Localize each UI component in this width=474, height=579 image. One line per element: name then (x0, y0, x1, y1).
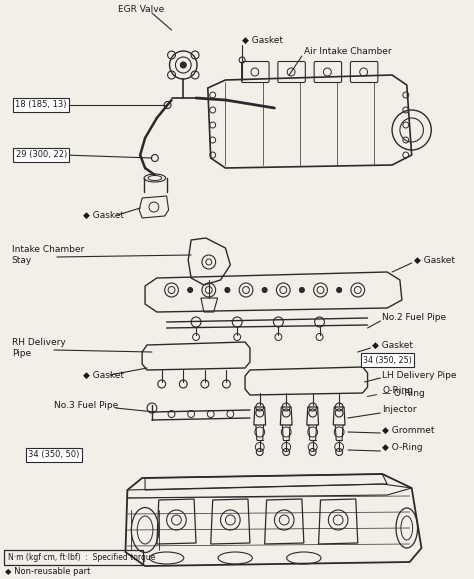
Text: Injector: Injector (382, 405, 417, 415)
Text: ◆ Gasket: ◆ Gasket (373, 340, 413, 350)
Text: ◆ Gasket: ◆ Gasket (414, 255, 455, 265)
Text: EGR Valve: EGR Valve (118, 5, 164, 14)
Circle shape (337, 288, 342, 292)
Circle shape (300, 288, 304, 292)
Text: No.3 Fuel Pipe: No.3 Fuel Pipe (54, 401, 118, 409)
Text: Intake Chamber
Stay: Intake Chamber Stay (12, 245, 84, 265)
Text: No.2 Fuel Pipe: No.2 Fuel Pipe (382, 313, 447, 323)
Text: ◆ O-Ring: ◆ O-Ring (382, 444, 423, 453)
Text: — O-Ring: — O-Ring (382, 389, 425, 398)
Text: ◆ Gasket: ◆ Gasket (83, 211, 124, 219)
Text: ◆ Gasket: ◆ Gasket (83, 371, 124, 379)
Text: LH Delivery Pipe: LH Delivery Pipe (382, 371, 457, 379)
Text: 29 (300, 22): 29 (300, 22) (16, 151, 67, 159)
Text: RH Delivery
Pipe: RH Delivery Pipe (12, 338, 65, 358)
Circle shape (225, 288, 230, 292)
Text: Air Intake Chamber: Air Intake Chamber (304, 47, 392, 57)
Text: ◆ Non-reusable part: ◆ Non-reusable part (5, 567, 90, 577)
Text: N·m (kgf·cm, ft·lbf)  :  Specified torque: N·m (kgf·cm, ft·lbf) : Specified torque (8, 554, 155, 563)
Text: 34 (350, 25): 34 (350, 25) (363, 356, 411, 365)
Text: O-Ring: O-Ring (367, 386, 413, 397)
Text: ◆ Gasket: ◆ Gasket (242, 35, 283, 45)
Text: ◆ Grommet: ◆ Grommet (382, 426, 435, 434)
Circle shape (262, 288, 267, 292)
Text: 34 (350, 50): 34 (350, 50) (28, 450, 80, 460)
Text: 18 (185, 13): 18 (185, 13) (16, 101, 67, 109)
Circle shape (188, 288, 192, 292)
Circle shape (180, 62, 186, 68)
